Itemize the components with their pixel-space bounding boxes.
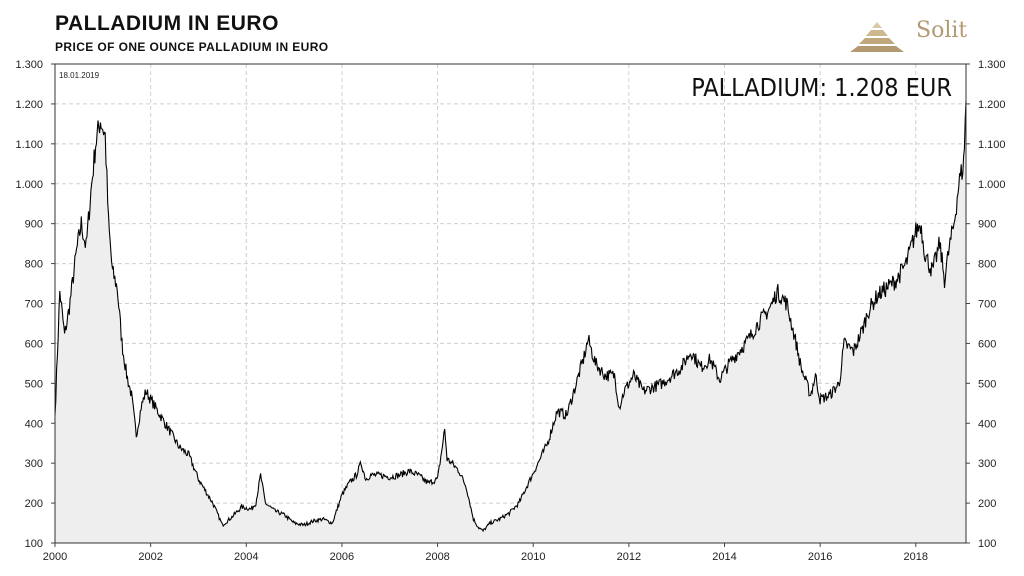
solit-logo: Solit [846,14,976,54]
price-annotation: PALLADIUM: 1.208 EUR [691,73,952,102]
x-tick-label: 2014 [712,551,736,563]
y-tick-right: 900 [978,219,996,231]
y-tick-left: 300 [25,458,43,470]
x-tick-label: 2002 [138,551,162,563]
y-tick-left: 1.100 [15,139,43,151]
y-tick-right: 800 [978,259,996,271]
y-tick-right: 1.100 [978,139,1006,151]
x-tick-label: 2012 [617,551,641,563]
y-tick-left: 1.300 [15,59,43,71]
y-tick-left: 500 [25,378,43,390]
x-tick-label: 2004 [234,551,258,563]
y-tick-left: 600 [25,338,43,350]
x-tick-label: 2010 [521,551,545,563]
y-tick-left: 100 [25,538,43,550]
y-tick-left: 1.200 [15,99,43,111]
y-tick-left: 200 [25,498,43,510]
x-tick-label: 2008 [425,551,449,563]
x-tick-label: 2006 [330,551,354,563]
x-tick-label: 2016 [808,551,832,563]
date-label: 18.01.2019 [59,71,100,80]
y-tick-right: 700 [978,299,996,311]
y-tick-left: 700 [25,299,43,311]
x-tick-label: 2000 [43,551,67,563]
y-tick-right: 300 [978,458,996,470]
series-area [55,100,966,543]
y-tick-left: 800 [25,259,43,271]
y-tick-right: 600 [978,338,996,350]
y-tick-left: 900 [25,219,43,231]
logo-text: Solit [916,18,968,43]
y-tick-left: 400 [25,418,43,430]
chart-title: PALLADIUM IN EURO [55,12,279,35]
y-tick-right: 100 [978,538,996,550]
plot-frame [54,63,967,544]
y-tick-right: 200 [978,498,996,510]
chart-subtitle: PRICE OF ONE OUNCE PALLADIUM IN EURO [55,40,329,54]
y-tick-right: 1.000 [978,179,1006,191]
y-tick-right: 1.300 [978,59,1006,71]
y-tick-right: 400 [978,418,996,430]
y-tick-right: 1.200 [978,99,1006,111]
y-tick-right: 500 [978,378,996,390]
series-line [54,100,967,533]
pyramid-icon [850,22,904,52]
x-tick-label: 2018 [904,551,928,563]
y-tick-left: 1.000 [15,179,43,191]
